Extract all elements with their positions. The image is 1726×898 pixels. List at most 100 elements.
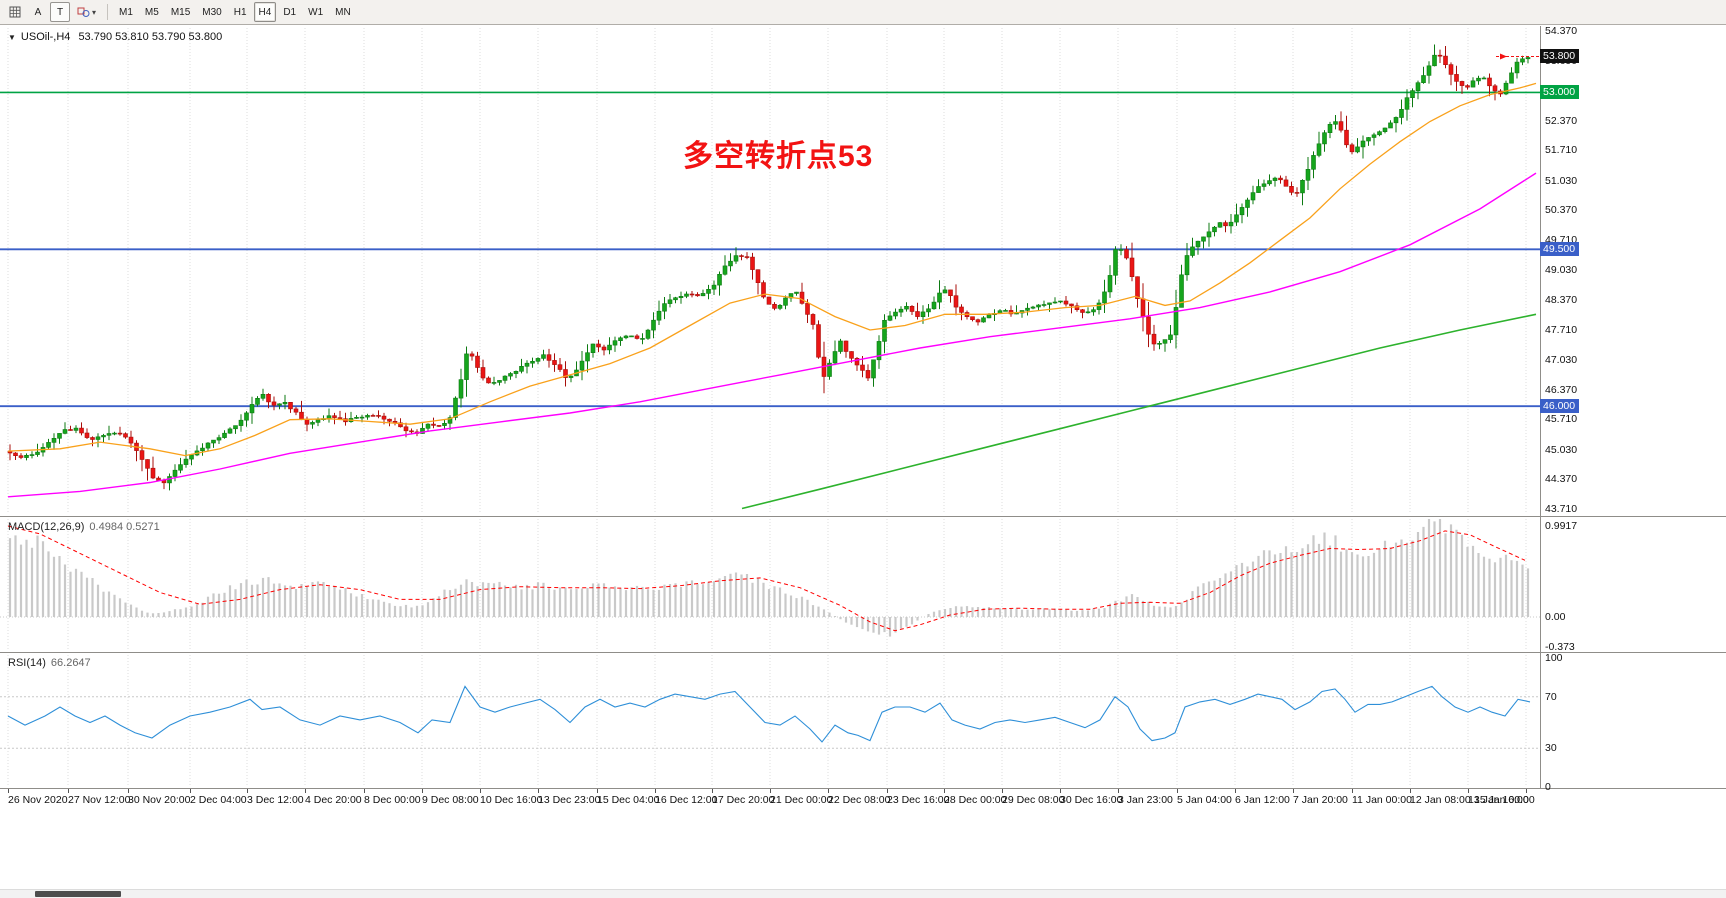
time-tick [597, 789, 598, 793]
time-tick [1060, 789, 1061, 793]
time-axis[interactable]: 26 Nov 2020 27 Nov 12:00 30 Nov 20:00 2 Dec… [0, 789, 1726, 813]
chart-annotation-text[interactable]: 多空转折点53 [683, 140, 874, 173]
time-tick [1177, 789, 1178, 793]
time-tick [364, 789, 365, 793]
timeframe-button-w1[interactable]: W1 [308, 6, 324, 18]
time-axis-label: 12 Jan 08:00 [1410, 794, 1471, 806]
top-toolbar: A T ▾ M1 M5 M15 M30 H1 H4 D1 W1 MN [0, 0, 1726, 25]
text-tool-button[interactable]: A [28, 2, 48, 22]
time-axis-label: 6 Jan 12:00 [1235, 794, 1290, 806]
time-axis-label: 27 Nov 12:00 [68, 794, 131, 806]
time-axis-label: 23 Dec 16:00 [887, 794, 950, 806]
vertical-gridlines [7, 28, 1527, 514]
timeframe-button-d1[interactable]: D1 [283, 6, 297, 18]
time-tick [828, 789, 829, 793]
grid-icon [9, 6, 21, 18]
moving-averages [7, 82, 1537, 510]
chart-expand-arrow-icon[interactable]: ▼ [8, 33, 16, 42]
scrollbar-thumb[interactable] [35, 891, 121, 897]
vertical-gridlines [7, 519, 1527, 650]
time-tick [1235, 789, 1236, 793]
time-tick [480, 789, 481, 793]
time-tick [68, 789, 69, 793]
time-axis-label: 30 Dec 16:00 [1060, 794, 1123, 806]
time-axis-label: 29 Dec 08:00 [1002, 794, 1065, 806]
text-tool-label: A [34, 6, 42, 18]
time-axis-label: 15 Jan 00:00 [1474, 794, 1535, 806]
macd-label: MACD(12,26,9) [8, 521, 85, 533]
timeframe-button-h4[interactable]: H4 [253, 2, 277, 22]
chart-ohlc-header: ▼ USOil-,H4 53.790 53.810 53.790 53.800 [8, 31, 222, 43]
time-axis-label: 2 Dec 04:00 [190, 794, 247, 806]
mid-ma [7, 172, 1537, 498]
macd-header: MACD(12,26,9) 0.4984 0.5271 [8, 521, 160, 533]
time-tick [1293, 789, 1294, 793]
last-price-arrow-icon [1500, 53, 1507, 60]
time-tick [1410, 789, 1411, 793]
time-axis-label: 22 Dec 08:00 [828, 794, 891, 806]
time-axis-label: 13 Dec 23:00 [538, 794, 601, 806]
timeframe-button-m1[interactable]: M1 [119, 6, 133, 18]
macd-panel-divider[interactable] [0, 516, 1726, 517]
time-axis-label: 4 Dec 20:00 [305, 794, 362, 806]
macd-histogram [8, 519, 1530, 637]
fast-ma [7, 82, 1537, 457]
dropdown-caret-icon: ▾ [92, 7, 97, 17]
time-axis-label: 10 Dec 16:00 [480, 794, 543, 806]
time-tick [712, 789, 713, 793]
rsi-value: 66.2647 [50, 657, 91, 669]
rsi-plot[interactable] [0, 653, 1726, 789]
time-axis-label: 30 Nov 20:00 [128, 794, 191, 806]
time-axis-label: 9 Dec 08:00 [422, 794, 479, 806]
rsi-label: RSI(14) [8, 657, 46, 669]
shapes-tool-button[interactable]: ▾ [72, 2, 101, 22]
rsi-panel-divider[interactable] [0, 652, 1726, 653]
time-tick [247, 789, 248, 793]
horizontal-level-lines[interactable] [0, 91, 1540, 408]
main-chart-plot[interactable] [0, 26, 1726, 516]
chart-symbol-timeframe: USOil-,H4 [20, 31, 71, 43]
time-tick [1002, 789, 1003, 793]
slow-ma [741, 313, 1537, 510]
timeframe-button-m30[interactable]: M30 [202, 6, 222, 18]
time-axis-label: 5 Jan 04:00 [1177, 794, 1232, 806]
time-axis-label: 17 Dec 20:00 [712, 794, 775, 806]
time-axis-label: 11 Jan 00:00 [1352, 794, 1412, 806]
time-axis-label: 13 Jan 16:00 [1468, 794, 1529, 806]
macd-values: 0.4984 0.5271 [89, 521, 160, 533]
horizontal-scrollbar[interactable] [0, 889, 1726, 898]
time-axis-label: 21 Dec 00:00 [770, 794, 833, 806]
timeframe-button-m5[interactable]: M5 [144, 6, 159, 18]
time-tick [1526, 789, 1527, 793]
timeframe-button-group: M1 M5 M15 M30 H1 H4 D1 W1 MN [113, 2, 357, 22]
time-tick [655, 789, 656, 793]
time-tick [1352, 789, 1353, 793]
time-tick [1468, 789, 1469, 793]
textbox-tool-button[interactable]: T [50, 2, 70, 22]
time-axis-label: 28 Dec 00:00 [944, 794, 1007, 806]
time-axis-label: 8 Dec 00:00 [364, 794, 421, 806]
time-tick [305, 789, 306, 793]
time-tick [538, 789, 539, 793]
time-axis-label: 26 Nov 2020 [8, 794, 68, 806]
shapes-icon [77, 7, 90, 17]
time-tick [8, 789, 9, 793]
timeframe-button-h1[interactable]: H1 [233, 6, 247, 18]
macd-plot[interactable] [0, 517, 1726, 653]
time-axis-label: 15 Dec 04:00 [597, 794, 660, 806]
time-tick [1118, 789, 1119, 793]
time-tick [128, 789, 129, 793]
time-axis-label: 7 Jan 20:00 [1293, 794, 1348, 806]
time-axis-divider [0, 788, 1726, 789]
rsi-line [7, 685, 1531, 743]
timeframe-button-mn[interactable]: MN [335, 6, 351, 18]
textbox-tool-label: T [56, 6, 64, 18]
time-axis-label: 3 Jan 23:00 [1118, 794, 1173, 806]
price-axis-strip[interactable] [1541, 26, 1726, 788]
grid-tool-button[interactable] [4, 2, 26, 22]
toolbar-separator [107, 4, 109, 20]
time-tick [190, 789, 191, 793]
timeframe-button-m15[interactable]: M15 [170, 6, 191, 18]
time-axis-label: 16 Dec 12:00 [655, 794, 718, 806]
time-tick [887, 789, 888, 793]
